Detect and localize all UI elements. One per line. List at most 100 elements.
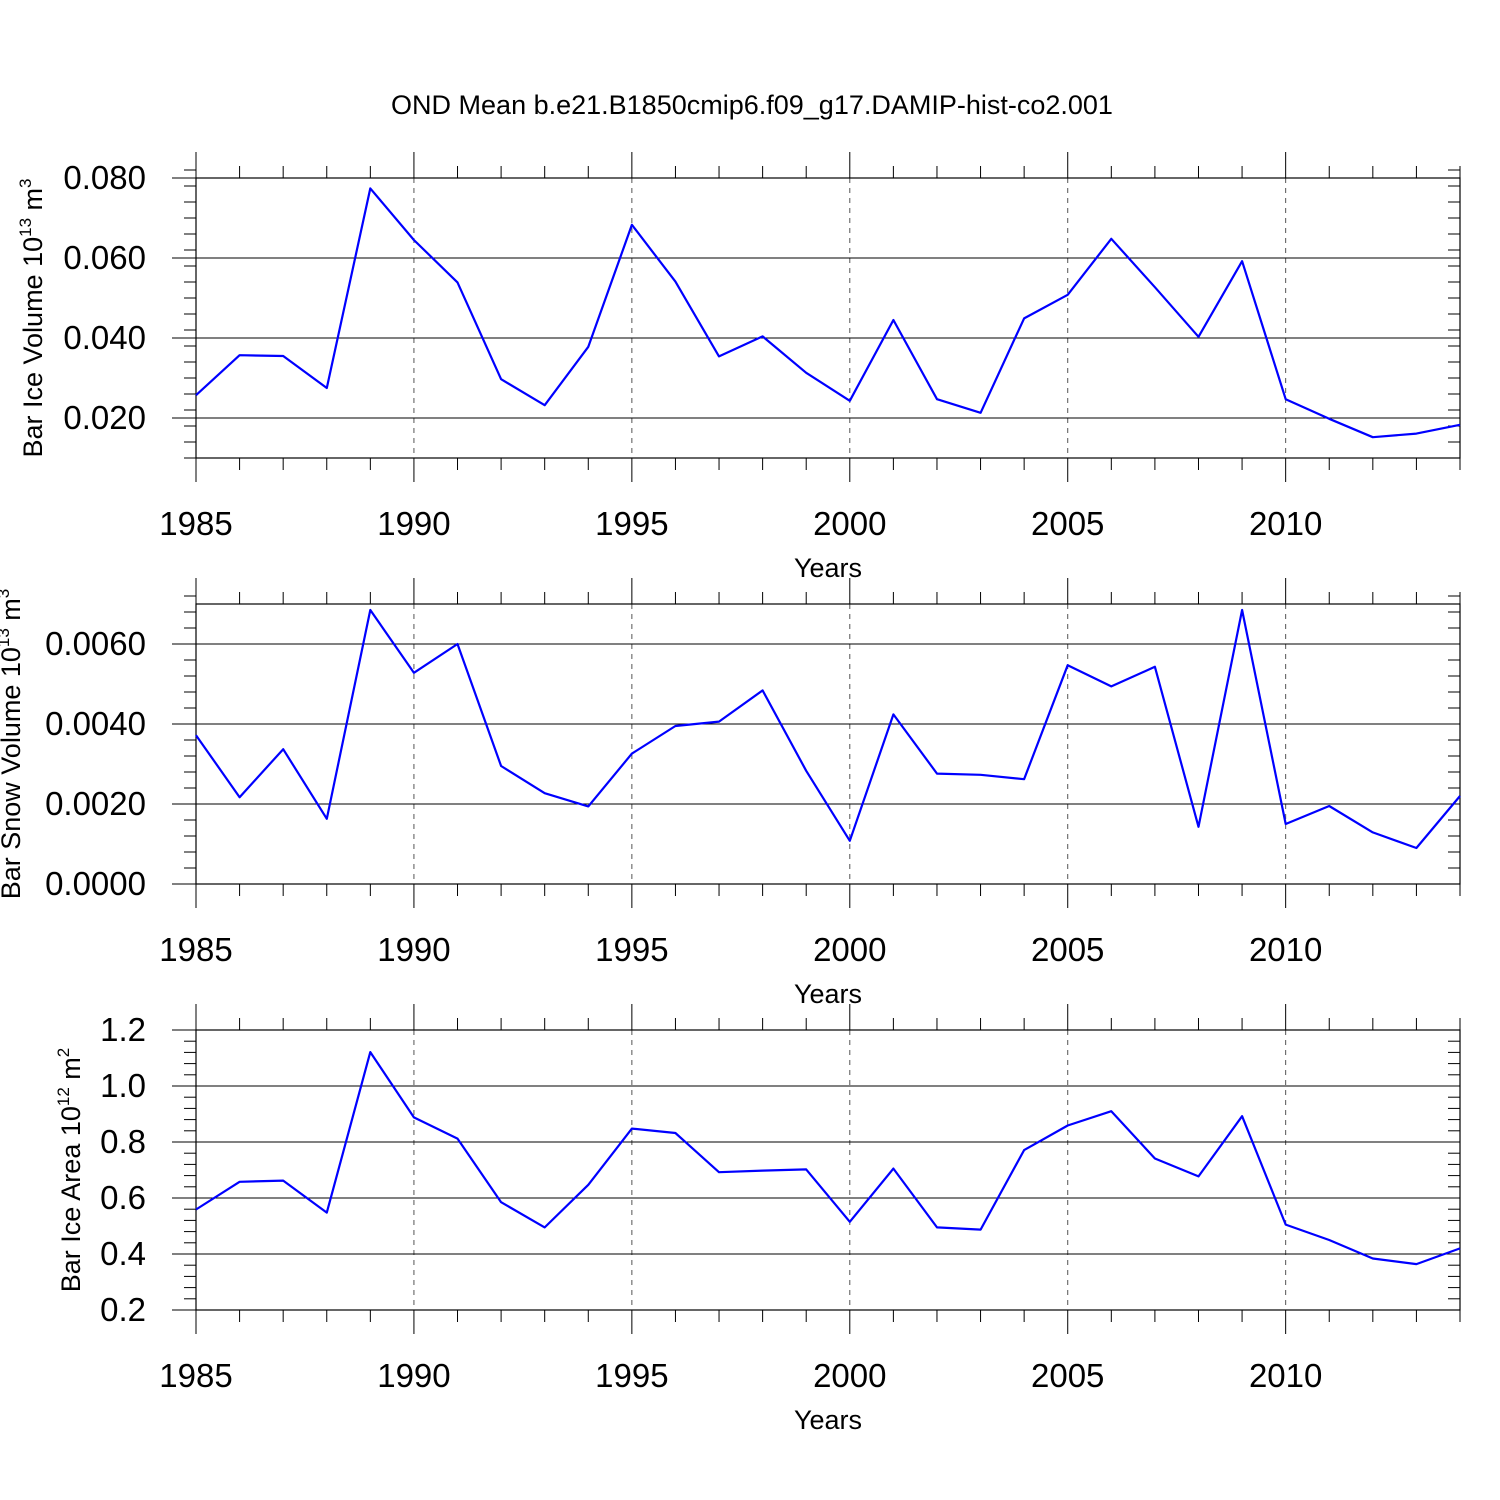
snow-volume-point-2006 xyxy=(1108,683,1114,689)
ice-area-ytick-label: 1.2 xyxy=(100,1011,146,1048)
ice-volume-point-1990 xyxy=(411,237,417,243)
snow-volume-point-1987 xyxy=(280,746,286,752)
ice-volume-point-1985 xyxy=(193,392,199,398)
ice-area-ytick-label: 1.0 xyxy=(100,1067,146,1104)
ice-volume-point-2002 xyxy=(934,396,940,402)
ice-volume-xtick-label: 1990 xyxy=(377,505,450,542)
ice-area-point-2012 xyxy=(1370,1255,1376,1261)
ice-volume-xtick-label: 2000 xyxy=(813,505,886,542)
ice-volume-xtick-label: 1995 xyxy=(595,505,668,542)
snow-volume-xtick-label: 2005 xyxy=(1031,931,1104,968)
ice-area-point-1997 xyxy=(716,1169,722,1175)
snow-volume-ytick-label: 0.0040 xyxy=(45,705,146,742)
ice-volume-xtick-label: 1985 xyxy=(159,505,232,542)
ice-area-panel: 1985 1990 1995 2000 2005 2010 Years 0.2 0.4 0.6 0.… xyxy=(54,1004,1463,1435)
ice-volume-point-1995 xyxy=(629,222,635,228)
ice-area-point-2005 xyxy=(1065,1122,1071,1128)
ice-area-ytick-label: 0.2 xyxy=(100,1291,146,1328)
snow-volume-point-1994 xyxy=(585,803,591,809)
ice-volume-ytick-label: 0.080 xyxy=(63,159,146,196)
snow-volume-point-2000 xyxy=(847,838,853,844)
ice-volume-point-2006 xyxy=(1108,236,1114,242)
ice-volume-point-1992 xyxy=(498,376,504,382)
ice-area-xtick-label: 1985 xyxy=(159,1357,232,1394)
snow-volume-point-1990 xyxy=(411,670,417,676)
snow-volume-xtick-label: 1990 xyxy=(377,931,450,968)
snow-volume-point-2009 xyxy=(1239,607,1245,613)
ice-volume-point-2012 xyxy=(1370,434,1376,440)
snow-volume-y-axis-title: Bar Snow Volume 1013 m3 xyxy=(0,589,26,900)
figure-title: OND Mean b.e21.B1850cmip6.f09_g17.DAMIP-… xyxy=(391,90,1113,120)
ice-volume-point-2014 xyxy=(1457,422,1463,428)
ice-area-point-1993 xyxy=(542,1224,548,1230)
ice-volume-point-1987 xyxy=(280,353,286,359)
ice-area-ytick-label: 0.4 xyxy=(100,1235,146,1272)
ice-area-point-1999 xyxy=(803,1166,809,1172)
snow-volume-point-2001 xyxy=(890,711,896,717)
snow-volume-point-1995 xyxy=(629,751,635,757)
snow-volume-series-line xyxy=(195,608,1461,850)
ice-area-xtick-label: 1995 xyxy=(595,1357,668,1394)
ice-area-point-2000 xyxy=(847,1219,853,1225)
snow-volume-x-axis-title: Years xyxy=(794,979,862,1009)
ice-volume-point-1986 xyxy=(237,352,243,358)
snow-volume-point-2008 xyxy=(1195,824,1201,830)
ice-volume-point-2008 xyxy=(1195,334,1201,340)
ice-volume-point-2001 xyxy=(890,317,896,323)
snow-volume-point-1989 xyxy=(367,607,373,613)
snow-volume-ytick-label: 0.0060 xyxy=(45,625,146,662)
snow-volume-point-2007 xyxy=(1152,664,1158,670)
snow-volume-xtick-label: 1995 xyxy=(595,931,668,968)
ice-volume-point-2005 xyxy=(1065,292,1071,298)
snow-volume-point-1986 xyxy=(237,794,243,800)
ice-volume-series-line xyxy=(195,187,1461,439)
ice-volume-ytick-label: 0.020 xyxy=(63,399,146,436)
ice-area-xtick-label: 2010 xyxy=(1249,1357,1322,1394)
ice-volume-point-1994 xyxy=(585,344,591,350)
ice-area-point-2009 xyxy=(1239,1113,1245,1119)
ice-area-point-1991 xyxy=(455,1136,461,1142)
snow-volume-point-1998 xyxy=(760,687,766,693)
ice-area-point-2007 xyxy=(1152,1156,1158,1162)
ice-volume-point-1993 xyxy=(542,402,548,408)
ice-area-point-2002 xyxy=(934,1224,940,1230)
ice-area-point-1985 xyxy=(193,1206,199,1212)
snow-volume-xtick-label: 2000 xyxy=(813,931,886,968)
ice-volume-y-axis-title: Bar Ice Volume 1013 m3 xyxy=(16,178,48,457)
ice-area-point-2001 xyxy=(890,1166,896,1172)
ice-area-point-1987 xyxy=(280,1178,286,1184)
ice-area-point-2013 xyxy=(1413,1261,1419,1267)
snow-volume-point-2005 xyxy=(1065,662,1071,668)
snow-volume-point-2012 xyxy=(1370,829,1376,835)
ice-area-point-1986 xyxy=(237,1179,243,1185)
ice-area-x-axis-title: Years xyxy=(794,1405,862,1435)
ice-volume-point-2010 xyxy=(1283,396,1289,402)
ice-volume-point-2000 xyxy=(847,398,853,404)
snow-volume-xtick-label: 1985 xyxy=(159,931,232,968)
ice-volume-point-1989 xyxy=(367,185,373,191)
snow-volume-ytick-label: 0.0000 xyxy=(45,865,146,902)
ice-area-point-1988 xyxy=(324,1210,330,1216)
ice-volume-point-1996 xyxy=(672,279,678,285)
ice-volume-point-1997 xyxy=(716,353,722,359)
ice-area-point-2006 xyxy=(1108,1108,1114,1114)
ice-volume-xtick-label: 2010 xyxy=(1249,505,1322,542)
snow-volume-point-1988 xyxy=(324,816,330,822)
snow-volume-ytick-label: 0.0020 xyxy=(45,785,146,822)
snow-volume-point-1999 xyxy=(803,768,809,774)
ice-area-point-1998 xyxy=(760,1168,766,1174)
snow-volume-point-1985 xyxy=(193,732,199,738)
ice-volume-xtick-label: 2005 xyxy=(1031,505,1104,542)
ice-volume-point-2011 xyxy=(1326,416,1332,422)
snow-volume-point-1991 xyxy=(455,641,461,647)
ice-area-point-2010 xyxy=(1283,1222,1289,1228)
ice-area-point-2014 xyxy=(1457,1245,1463,1251)
ice-volume-point-1999 xyxy=(803,370,809,376)
ice-volume-point-2009 xyxy=(1239,258,1245,264)
ice-area-ytick-label: 0.6 xyxy=(100,1179,146,1216)
ice-volume-x-axis-title: Years xyxy=(794,553,862,583)
ice-area-point-2011 xyxy=(1326,1237,1332,1243)
ice-area-point-1995 xyxy=(629,1126,635,1132)
snow-volume-point-2004 xyxy=(1021,776,1027,782)
